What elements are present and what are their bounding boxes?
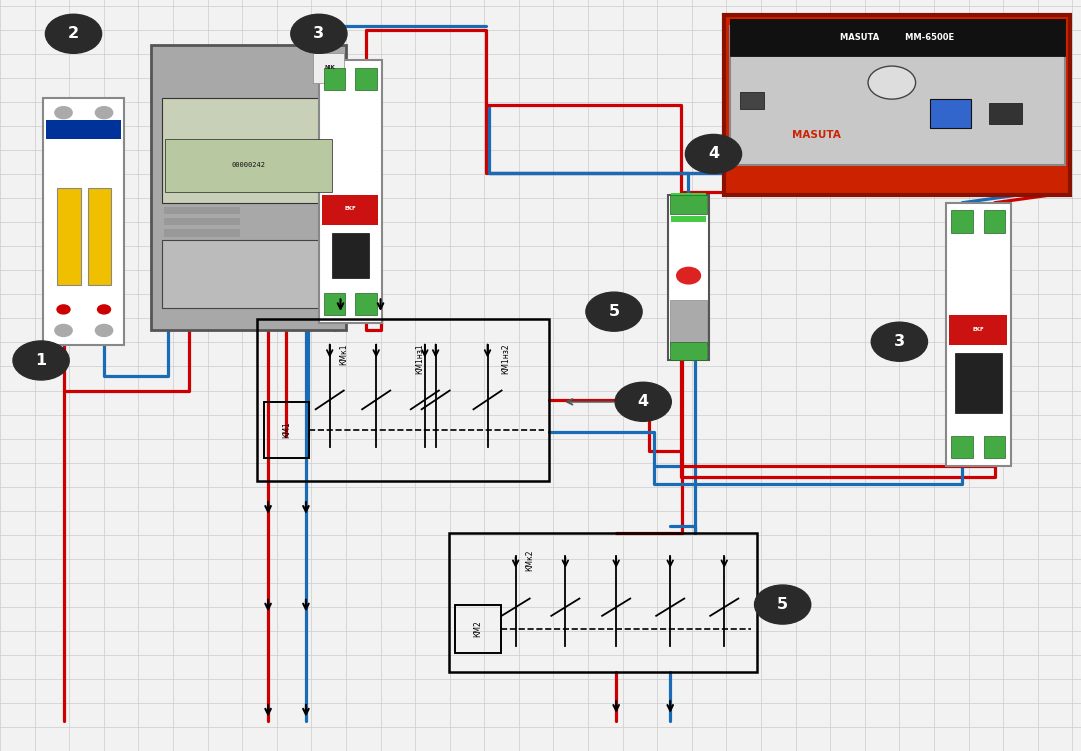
- Bar: [257, 319, 549, 481]
- Bar: [162, 240, 335, 308]
- Text: EKF: EKF: [973, 327, 984, 332]
- Text: КМ1: КМ1: [282, 421, 291, 439]
- Bar: [949, 315, 1007, 345]
- Bar: [355, 68, 376, 90]
- Circle shape: [95, 324, 112, 336]
- Text: КМ2: КМ2: [473, 620, 482, 638]
- Bar: [671, 216, 706, 222]
- Circle shape: [57, 305, 70, 314]
- Text: КМк2: КМк2: [525, 550, 534, 572]
- Text: 3: 3: [894, 334, 905, 349]
- Bar: [930, 99, 971, 128]
- Bar: [355, 293, 376, 315]
- Circle shape: [586, 292, 642, 331]
- Circle shape: [55, 107, 72, 119]
- Text: 1: 1: [36, 353, 46, 368]
- Bar: [671, 193, 706, 199]
- Bar: [670, 195, 707, 214]
- Bar: [670, 300, 707, 345]
- Bar: [164, 207, 240, 214]
- Bar: [730, 26, 1065, 165]
- Text: 00000242: 00000242: [231, 162, 266, 168]
- Circle shape: [615, 382, 671, 421]
- Circle shape: [13, 341, 69, 380]
- Bar: [989, 103, 1022, 124]
- Bar: [324, 68, 346, 90]
- Bar: [951, 436, 973, 458]
- Bar: [56, 188, 80, 285]
- Text: 4: 4: [708, 146, 719, 161]
- Circle shape: [95, 107, 112, 119]
- Bar: [449, 533, 757, 672]
- Bar: [955, 353, 1002, 413]
- Bar: [724, 15, 1070, 195]
- Circle shape: [55, 324, 72, 336]
- Bar: [668, 195, 709, 360]
- Bar: [313, 53, 344, 83]
- Text: NIK: NIK: [324, 65, 335, 70]
- Text: КМ1нз2: КМ1нз2: [502, 343, 510, 374]
- Bar: [946, 203, 1011, 466]
- Bar: [322, 195, 378, 225]
- Bar: [43, 98, 124, 345]
- Circle shape: [97, 305, 110, 314]
- Circle shape: [685, 134, 742, 173]
- Text: КМк1: КМк1: [339, 343, 348, 365]
- Bar: [165, 139, 332, 192]
- Text: 3: 3: [313, 26, 324, 41]
- Bar: [319, 60, 382, 323]
- Bar: [740, 92, 764, 109]
- Text: 2: 2: [68, 26, 79, 41]
- Bar: [324, 293, 346, 315]
- Text: MASUTA: MASUTA: [791, 130, 841, 140]
- Circle shape: [45, 14, 102, 53]
- Circle shape: [755, 585, 811, 624]
- Text: EKF: EKF: [345, 207, 356, 211]
- Bar: [332, 233, 369, 278]
- Bar: [730, 19, 1065, 56]
- Bar: [88, 188, 111, 285]
- Circle shape: [291, 14, 347, 53]
- Bar: [951, 210, 973, 233]
- Bar: [46, 120, 121, 139]
- Text: 5: 5: [609, 304, 619, 319]
- Bar: [984, 436, 1005, 458]
- Bar: [164, 218, 240, 225]
- Text: КМ1нз1: КМ1нз1: [415, 343, 424, 374]
- Bar: [670, 342, 707, 360]
- Bar: [164, 229, 240, 237]
- Text: MASUTA         MM-6500E: MASUTA MM-6500E: [840, 33, 955, 42]
- Bar: [151, 45, 346, 330]
- Bar: [671, 204, 706, 210]
- Circle shape: [677, 267, 700, 284]
- Bar: [162, 98, 335, 203]
- Text: 5: 5: [777, 597, 788, 612]
- Bar: [455, 605, 501, 653]
- Circle shape: [868, 66, 916, 99]
- Circle shape: [871, 322, 927, 361]
- Text: 4: 4: [638, 394, 649, 409]
- Bar: [264, 402, 309, 458]
- Bar: [984, 210, 1005, 233]
